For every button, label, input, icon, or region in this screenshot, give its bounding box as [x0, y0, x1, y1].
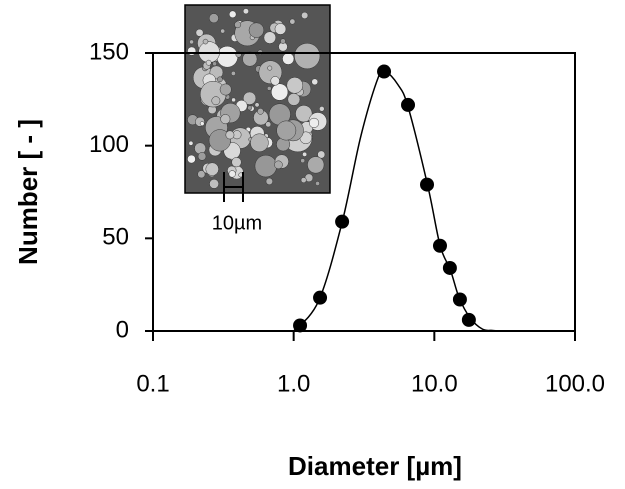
y-tick-label: 150 — [89, 38, 129, 65]
particle — [205, 59, 212, 66]
particle — [274, 160, 283, 170]
particle — [300, 158, 306, 164]
data-point — [461, 312, 476, 327]
particle — [195, 28, 204, 37]
y-axis-title: Number [ - ] — [13, 119, 43, 265]
particle — [242, 51, 258, 67]
particle — [209, 178, 219, 189]
inset-image — [184, 4, 331, 194]
particle — [295, 105, 313, 123]
data-point — [377, 64, 392, 79]
particle — [220, 28, 226, 34]
particle — [315, 181, 320, 186]
particle — [187, 154, 196, 164]
particle — [286, 77, 304, 94]
particle — [225, 130, 235, 140]
data-point — [432, 238, 447, 253]
x-tick-label: 0.1 — [136, 370, 169, 397]
particle — [280, 38, 286, 44]
particle — [247, 105, 253, 111]
particle — [197, 170, 206, 179]
x-tick-label: 100.0 — [545, 370, 605, 397]
particle — [228, 170, 236, 178]
particle — [282, 52, 295, 65]
particle — [187, 46, 197, 56]
particle — [231, 157, 242, 168]
particle — [199, 121, 205, 126]
particle — [254, 102, 260, 108]
particle — [308, 117, 320, 128]
particle — [231, 97, 236, 103]
particle — [211, 96, 221, 106]
particle — [216, 45, 239, 68]
particle — [188, 140, 194, 146]
x-axis-title: Diameter [µm] — [288, 451, 462, 481]
particle — [265, 177, 273, 185]
particle — [317, 150, 326, 159]
particle — [197, 152, 207, 161]
particle — [242, 8, 249, 15]
y-tick-label: 100 — [89, 131, 129, 158]
particle — [267, 65, 273, 71]
particle — [217, 76, 223, 83]
particle — [257, 108, 264, 115]
particle — [289, 18, 296, 25]
data-point — [293, 318, 308, 333]
particle — [311, 78, 319, 86]
particle — [230, 70, 236, 76]
particle — [220, 114, 231, 125]
data-point — [401, 97, 416, 112]
data-point — [313, 290, 328, 305]
particle — [205, 162, 219, 176]
particle — [265, 121, 272, 128]
particle — [208, 13, 219, 24]
particle — [274, 23, 287, 35]
data-point — [442, 260, 457, 275]
particle — [250, 133, 269, 153]
x-tick-label: 1.0 — [277, 370, 310, 397]
particle — [300, 177, 307, 184]
data-point — [420, 177, 435, 192]
particle — [212, 61, 217, 67]
particle — [219, 83, 232, 96]
particle — [307, 156, 325, 174]
scale-label: 10µm — [212, 212, 262, 234]
data-point — [452, 292, 467, 307]
particle — [270, 76, 280, 86]
particle — [208, 129, 231, 152]
particle — [301, 11, 309, 19]
particle — [202, 38, 209, 45]
particle — [266, 86, 272, 91]
particle — [271, 83, 289, 101]
particle — [276, 120, 297, 141]
particle — [248, 22, 265, 38]
particle — [302, 151, 308, 157]
particle — [234, 21, 242, 29]
particle — [319, 106, 325, 112]
plot-frame — [152, 52, 576, 332]
y-tick-label: 0 — [116, 316, 129, 343]
particle — [254, 154, 278, 178]
particle — [263, 31, 277, 44]
particle — [294, 42, 321, 70]
x-tick-label: 10.0 — [411, 370, 458, 397]
particle — [189, 39, 194, 45]
particle — [242, 91, 257, 105]
y-tick-label: 50 — [102, 224, 129, 251]
particle — [194, 142, 207, 155]
data-point — [335, 214, 350, 229]
particle — [228, 10, 237, 19]
